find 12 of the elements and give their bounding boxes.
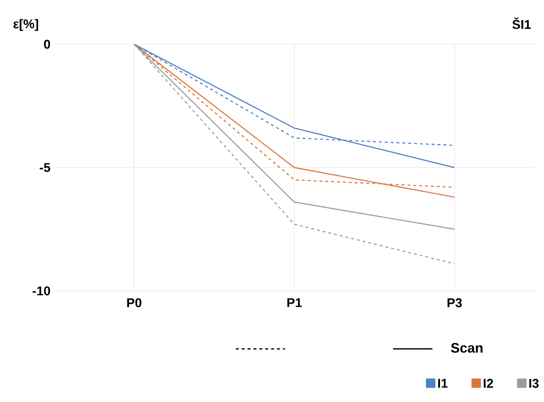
chart-title: ŠI1 <box>512 17 531 30</box>
y-tick-label: -5 <box>40 163 50 172</box>
x-tick-label: P1 <box>287 298 302 308</box>
text: Scan <box>450 343 482 353</box>
y-axis-title: ε[%] <box>13 19 38 31</box>
x-tick-label: P0 <box>127 298 142 308</box>
legend-label: I2 <box>484 378 494 388</box>
legend-label: I1 <box>438 378 448 388</box>
x-tick-label: P3 <box>448 298 462 308</box>
legend-label: I3 <box>529 378 539 388</box>
y-tick-label: -10 <box>32 286 50 296</box>
y-tick-label: 0 <box>44 40 50 49</box>
